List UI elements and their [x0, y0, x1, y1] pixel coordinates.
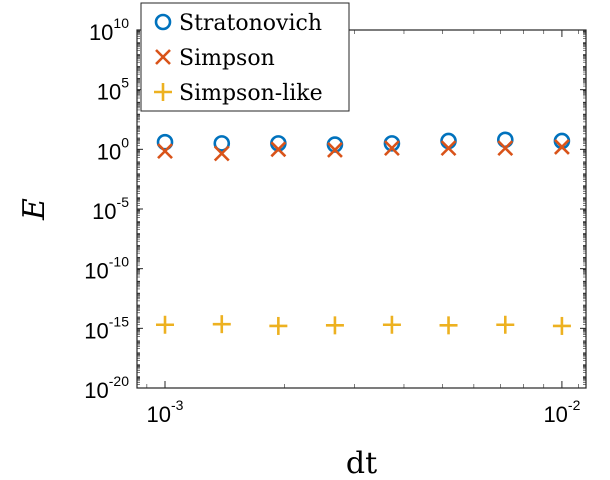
data-point-x: [270, 141, 287, 158]
y-tick-exponent: 5: [121, 75, 129, 91]
y-tick-label: 10-15: [84, 313, 129, 343]
legend-marker-x: [155, 49, 171, 65]
data-point-x: [440, 140, 457, 157]
y-tick-label: 10-20: [84, 373, 129, 403]
legend-marker-x-stroke-b: [155, 49, 171, 65]
data-point-x-stroke-b: [384, 140, 400, 157]
y-tick-label: 1010: [89, 15, 129, 45]
axis-titles: dt E: [17, 198, 377, 480]
data-point-x-stroke-b: [553, 139, 570, 155]
x-tick-exponent: -3: [171, 397, 184, 413]
data-point-x: [497, 140, 514, 157]
data-point-x-stroke-b: [270, 141, 287, 158]
data-point-x: [384, 140, 400, 157]
y-tick-base: 10: [84, 318, 108, 343]
data-point-circle: [213, 135, 231, 152]
legend-marker-plus: [154, 83, 172, 101]
y-tick-exponent: 10: [113, 15, 129, 31]
data-point-plus: [496, 315, 515, 334]
legend: Stratonovich Simpson Simpson-like: [140, 2, 350, 112]
y-tick-base: 10: [97, 139, 121, 164]
data-point-x: [553, 139, 570, 155]
y-tick-base: 10: [84, 378, 108, 403]
legend-label: Simpson: [179, 46, 275, 71]
data-point-x: [213, 145, 230, 162]
data-points: [156, 131, 571, 335]
data-point-circle: [156, 133, 174, 151]
data-point-plus: [382, 315, 401, 334]
y-tick-exponent: 0: [121, 134, 129, 150]
series-simpson-like: [156, 315, 571, 335]
data-point-x-stroke-b: [327, 142, 343, 158]
data-point-circle: [440, 132, 457, 150]
data-point-plus: [552, 316, 571, 335]
data-point-plus: [325, 316, 344, 335]
legend-label: Simpson-like: [179, 81, 323, 106]
y-tick-base: 10: [89, 20, 113, 45]
y-tick-exponent: -20: [109, 373, 129, 389]
y-tick-exponent: -15: [109, 313, 129, 329]
data-point-x: [327, 142, 343, 158]
x-tick-base: 10: [543, 402, 567, 427]
data-point-plus: [439, 316, 458, 335]
y-tick-label: 10-5: [92, 194, 129, 224]
series-simpson: [157, 139, 570, 162]
data-point-x-stroke-b: [157, 143, 173, 160]
data-point-x-stroke-b: [497, 140, 514, 157]
x-tick-label: 10-3: [147, 397, 184, 427]
y-tick-label: 100: [97, 134, 129, 164]
y-axis-title: E: [17, 198, 52, 221]
y-tick-exponent: -10: [109, 254, 129, 270]
x-axis-title: dt: [346, 446, 377, 480]
data-point-x-stroke-b: [213, 145, 230, 162]
data-point-plus: [156, 315, 175, 334]
data-point-x-stroke-b: [440, 140, 457, 157]
x-tick-base: 10: [147, 402, 171, 427]
legend-marker-circle: [154, 13, 172, 31]
y-tick-label: 105: [97, 75, 129, 105]
data-point-x: [157, 143, 173, 160]
y-tick-exponent: -5: [117, 194, 130, 210]
y-tick-base: 10: [92, 199, 116, 224]
data-point-plus: [212, 315, 231, 334]
legend-label: Stratonovich: [179, 11, 322, 36]
x-tick-label: 10-2: [543, 397, 580, 427]
x-tick-exponent: -2: [568, 397, 581, 413]
y-tick-label: 10-10: [84, 254, 129, 284]
legend-box: [140, 2, 350, 112]
data-point-plus: [269, 316, 288, 335]
y-tick-base: 10: [84, 259, 108, 284]
y-tick-base: 10: [97, 80, 121, 105]
data-point-circle: [383, 135, 401, 152]
